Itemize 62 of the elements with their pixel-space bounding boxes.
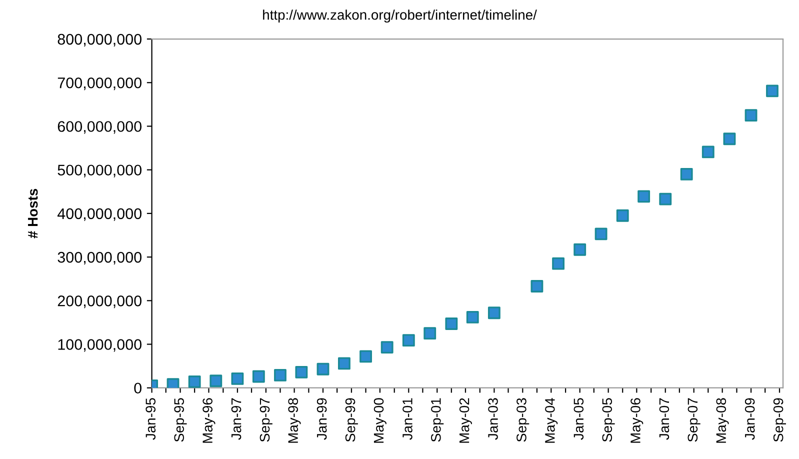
point <box>594 228 608 240</box>
y-tick-label: 100,000,000 <box>58 339 142 352</box>
x-tick-label: Sep-07 <box>688 398 700 442</box>
point <box>659 192 672 206</box>
x-tick-label: May-96 <box>202 398 216 443</box>
y-tick-label: 500,000,000 <box>58 164 142 178</box>
x-tick-label: Sep-01 <box>431 398 444 442</box>
point <box>466 311 479 324</box>
x-tick-label: Jan-01 <box>402 398 412 440</box>
point <box>231 372 244 385</box>
point <box>338 357 350 370</box>
point <box>702 146 714 158</box>
point <box>723 132 736 146</box>
point <box>380 341 394 354</box>
x-tick-label: Jan-03 <box>488 398 498 440</box>
point <box>210 374 222 388</box>
point <box>616 209 629 222</box>
x-tick-label: May-00 <box>374 398 386 443</box>
y-tick-label: 0 <box>134 382 142 394</box>
x-tick-label: May-04 <box>545 398 558 443</box>
x-tick-label: May-08 <box>716 398 729 443</box>
point <box>360 350 372 363</box>
text: http://www.zakon.org/robert/internet/timeline/ <box>263 10 537 23</box>
x-tick-label: Jan-05 <box>574 398 584 440</box>
point <box>274 368 286 382</box>
x-tick-label: May-06 <box>630 398 644 443</box>
point <box>680 168 693 180</box>
point <box>744 109 758 122</box>
x-tick-label: Sep-95 <box>174 398 187 442</box>
point <box>295 366 308 378</box>
x-tick-label: Jan-99 <box>316 398 327 440</box>
y-tick-label: 800,000,000 <box>58 34 142 47</box>
point <box>638 190 650 203</box>
x-tick-label: Sep-09 <box>773 398 786 442</box>
x-tick-label: Jan-07 <box>659 398 670 440</box>
x-tick-label: Sep-97 <box>260 398 272 442</box>
point <box>252 370 265 383</box>
point <box>530 280 544 292</box>
y-tick-label: 600,000,000 <box>58 121 142 134</box>
y-tick-label: 300,000,000 <box>58 252 142 265</box>
y-tick-label: 200,000,000 <box>58 296 142 308</box>
y-axis-title: # Hosts <box>28 188 38 238</box>
x-tick-label: Sep-05 <box>602 398 615 442</box>
point <box>445 318 458 330</box>
point <box>424 327 436 340</box>
point <box>402 334 415 347</box>
x-tick-label: Jan-95 <box>146 398 156 440</box>
y-tick-label: 400,000,000 <box>57 208 142 221</box>
x-tick-label: May-98 <box>288 398 301 443</box>
x-tick-label: Sep-99 <box>345 398 358 442</box>
point <box>574 243 586 256</box>
x-tick-label: Jan-97 <box>231 398 242 440</box>
point <box>166 378 180 388</box>
point <box>316 362 330 376</box>
point <box>552 257 564 270</box>
point <box>188 376 201 388</box>
x-tick-label: May-02 <box>459 398 472 443</box>
x-tick-label: Jan-09 <box>744 398 755 440</box>
point <box>488 306 500 320</box>
point <box>766 84 778 98</box>
y-tick-label: 700,000,000 <box>58 77 142 90</box>
x-tick-label: Sep-03 <box>516 398 530 442</box>
